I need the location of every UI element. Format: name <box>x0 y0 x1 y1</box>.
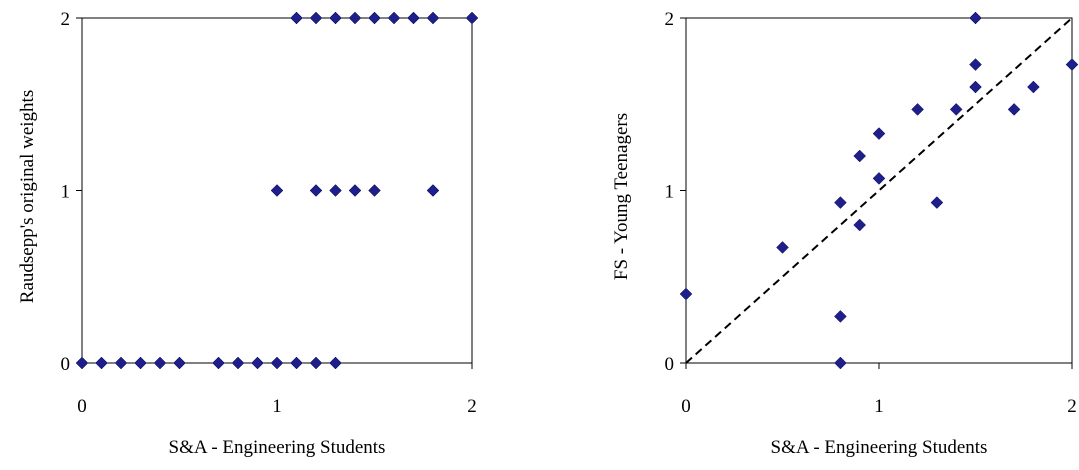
data-point <box>134 356 147 370</box>
data-point <box>309 356 323 370</box>
data-point <box>834 356 847 370</box>
data-point <box>679 287 693 301</box>
data-point <box>329 184 342 197</box>
data-point <box>969 11 982 25</box>
chart-left: 0 1 2 0 1 2 S&A - Engineering Students Rauds… <box>17 9 479 458</box>
data-point <box>930 196 944 209</box>
x-tick-label: 1 <box>272 396 282 417</box>
data-point <box>969 58 982 71</box>
data-point <box>872 127 886 140</box>
y-tick-label: 2 <box>61 9 71 30</box>
data-point <box>834 310 847 323</box>
data-point <box>270 356 284 370</box>
data-point <box>426 184 440 197</box>
data-point <box>969 80 982 94</box>
data-point <box>212 356 225 370</box>
data-point <box>853 149 867 163</box>
y-tick-label: 1 <box>61 182 71 203</box>
x-tick-label: 1 <box>874 396 884 417</box>
x-axis-title-left: S&A - Engineering Students <box>169 437 386 458</box>
data-point <box>348 184 362 197</box>
y-tick-label: 1 <box>665 182 675 203</box>
data-point <box>329 11 342 25</box>
data-point <box>949 103 963 116</box>
data-point <box>1065 58 1079 71</box>
data-point <box>465 11 479 25</box>
data-point <box>309 11 323 25</box>
data-point <box>426 11 440 25</box>
data-point <box>173 356 186 370</box>
data-point <box>270 184 284 197</box>
y-axis-title-right: FS - Young Teenagers <box>611 113 632 280</box>
reference-line-dashed <box>685 17 1073 364</box>
data-point <box>290 11 303 25</box>
data-point <box>309 184 323 197</box>
data-point <box>407 11 420 25</box>
data-point <box>290 356 303 370</box>
data-point <box>251 356 264 370</box>
data-point <box>853 218 867 232</box>
plot-frame-right <box>685 17 1073 364</box>
x-tick-label: 0 <box>681 396 691 417</box>
x-tick-label: 0 <box>77 396 87 417</box>
x-axis-title-right: S&A - Engineering Students <box>771 437 988 458</box>
data-point <box>1007 103 1021 116</box>
data-point <box>872 172 886 185</box>
data-point <box>1027 80 1040 94</box>
y-tick-label: 2 <box>665 9 675 30</box>
data-point <box>368 184 381 197</box>
x-tick-label: 2 <box>467 396 477 417</box>
data-point <box>329 356 342 370</box>
y-axis-title-left: Raudsepp's original weights <box>17 90 38 303</box>
data-point <box>387 11 401 25</box>
data-point <box>834 196 847 209</box>
x-tick-label: 2 <box>1067 396 1077 417</box>
chart-right: 0 1 2 0 1 2 S&A - Engineering Students FS - … <box>611 9 1079 458</box>
y-tick-label: 0 <box>61 354 71 375</box>
data-point <box>368 11 381 25</box>
data-point <box>153 356 167 370</box>
data-point <box>911 103 924 116</box>
data-point <box>776 241 789 254</box>
data-point <box>231 356 245 370</box>
data-point <box>95 356 108 370</box>
y-tick-label: 0 <box>665 354 675 375</box>
data-point <box>75 356 89 370</box>
data-point <box>114 356 128 370</box>
data-point <box>348 11 362 25</box>
